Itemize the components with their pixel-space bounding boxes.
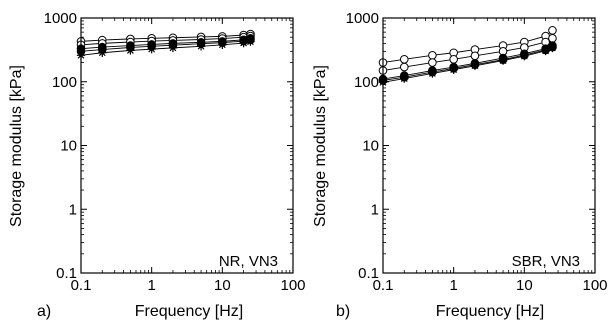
panel-label: b) (336, 303, 350, 320)
x-tick-label: 10 (214, 277, 231, 294)
data-point (428, 58, 437, 67)
data-point (98, 48, 107, 57)
data-point (239, 38, 248, 48)
data-point (147, 44, 156, 54)
panel-b: Storage modulus [kPa] Frequency [Hz] b) … (312, 10, 608, 320)
data-point (399, 54, 409, 64)
data-point (548, 43, 557, 53)
panel-label: a) (37, 303, 51, 320)
data-point (548, 26, 557, 35)
y-axis-label: Storage modulus [kPa] (312, 65, 329, 227)
y-tick-label: 100 (52, 74, 77, 91)
x-tick-label: 100 (582, 277, 607, 294)
data-point (399, 62, 409, 72)
y-tick-label: 1000 (44, 10, 77, 27)
series-2 (378, 34, 557, 75)
data-point (400, 74, 409, 83)
y-tick-label: 1000 (346, 10, 379, 27)
data-point (470, 61, 480, 70)
data-point (196, 42, 206, 51)
data-point (520, 51, 529, 61)
y-axis-label: Storage modulus [kPa] (8, 65, 25, 227)
y-tick-label: 10 (60, 138, 77, 155)
data-point (218, 40, 227, 49)
annotation: SBR, VN3 (512, 253, 580, 270)
data-point (126, 46, 135, 55)
x-tick-label: 1 (147, 277, 155, 294)
data-point (168, 43, 178, 53)
data-point (498, 56, 508, 65)
annotation: NR, VN3 (219, 253, 278, 270)
data-point (449, 65, 458, 74)
y-tick-label: 0.1 (56, 265, 77, 282)
x-tick-label: 0.1 (373, 277, 394, 294)
y-tick-label: 10 (362, 138, 379, 155)
x-tick-label: 1 (449, 277, 457, 294)
panel-a: Storage modulus [kPa] Frequency [Hz] a) … (8, 10, 306, 320)
y-tick-label: 1 (69, 201, 77, 218)
y-tick-label: 1 (371, 201, 379, 218)
x-tick-label: 100 (280, 277, 305, 294)
data-point (246, 37, 255, 46)
data-point (470, 51, 480, 61)
plot-frame (80, 17, 294, 274)
x-tick-label: 0.1 (71, 277, 92, 294)
y-tick-label: 0.1 (358, 265, 379, 282)
data-point (449, 54, 458, 64)
plot-frame (382, 17, 596, 274)
y-tick-label: 100 (354, 74, 379, 91)
data-point (428, 69, 437, 78)
data-point (428, 50, 437, 60)
data-point (548, 34, 557, 43)
x-axis-label: Frequency [Hz] (436, 303, 544, 320)
x-tick-label: 10 (516, 277, 533, 294)
data-point (541, 46, 550, 56)
series-5 (378, 43, 557, 87)
x-axis-label: Frequency [Hz] (135, 303, 243, 320)
